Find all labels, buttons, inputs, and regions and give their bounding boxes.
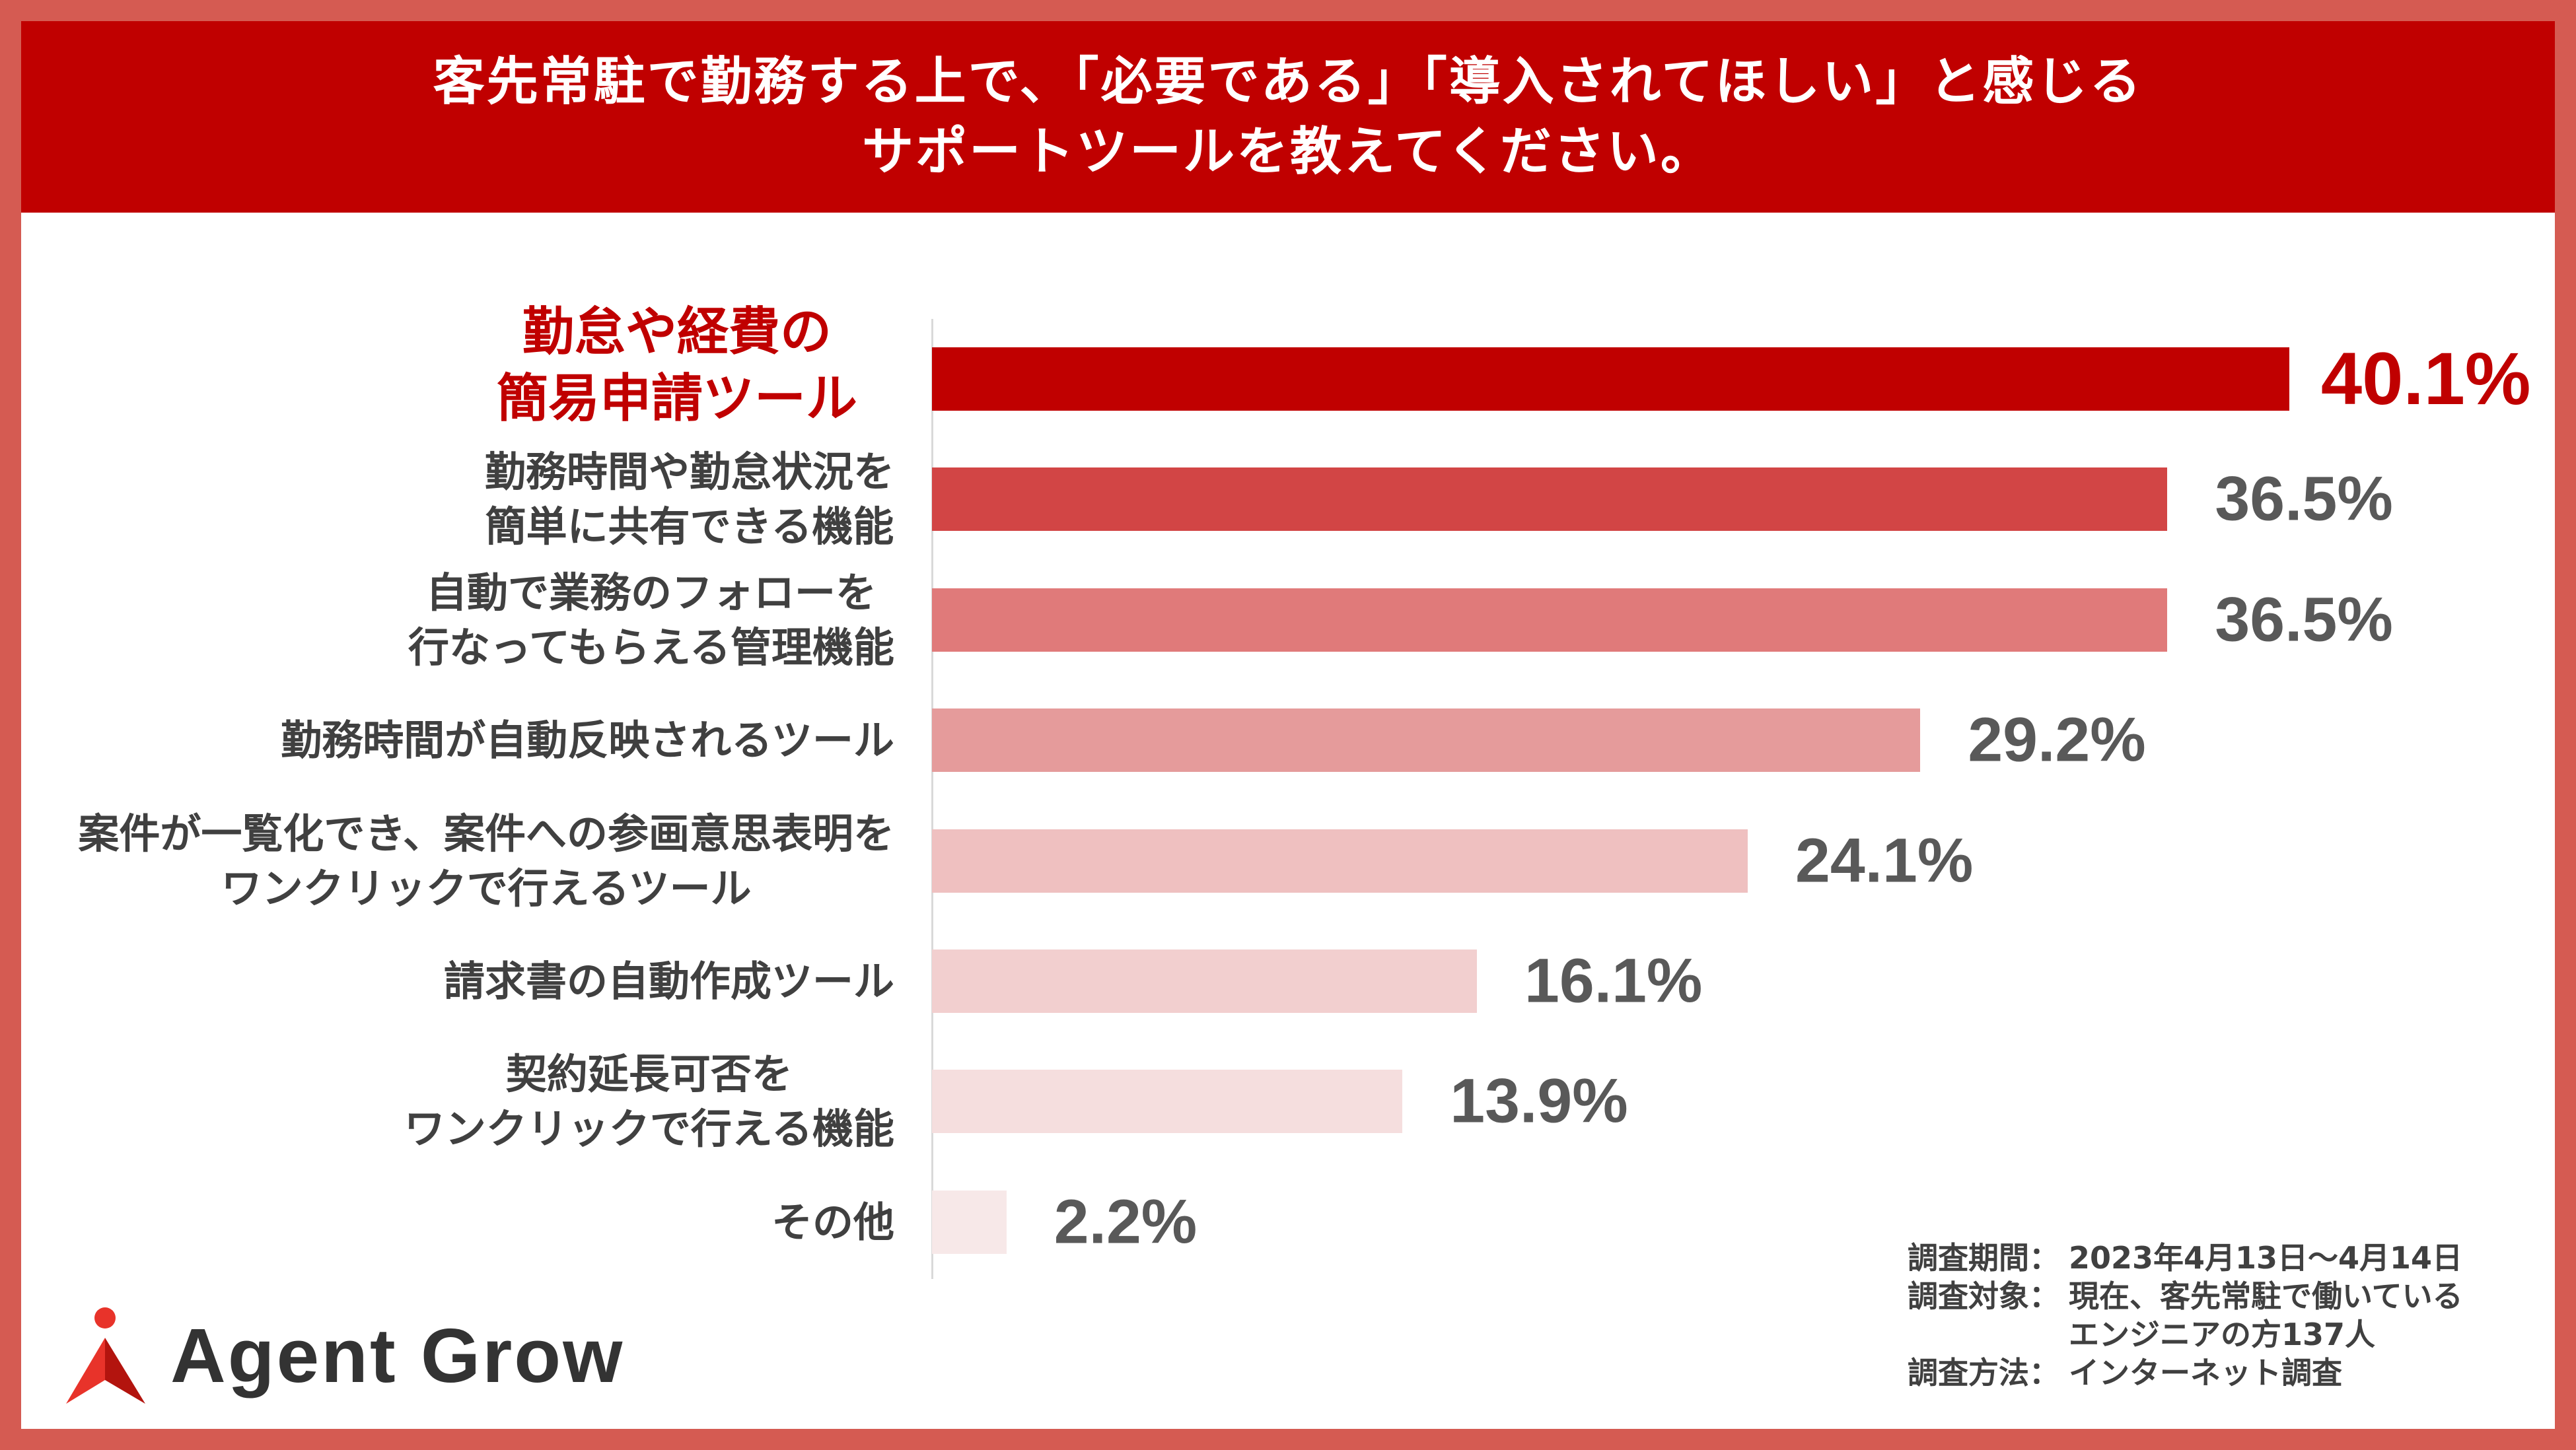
bar-7 <box>932 1070 1403 1134</box>
survey-notes: 調査期間： 2023年4月13日～4月14日 調査対象： 現在、客先常駐で働いて… <box>1908 1239 2463 1392</box>
survey-target-text-line-2: エンジニアの方137人 <box>2069 1317 2376 1352</box>
survey-period-text: 2023年4月13日～4月14日 <box>2069 1240 2463 1276</box>
header-banner: 客先常駐で勤務する上で、「必要である」「導入されてほしい」と感じる サポートツー… <box>21 21 2555 213</box>
bar-4 <box>932 708 1921 773</box>
bar-2 <box>932 467 2168 532</box>
category-label-8: その他 <box>771 1198 894 1247</box>
content-panel: 客先常駐で勤務する上で、「必要である」「導入されてほしい」と感じる サポートツー… <box>21 21 2555 1429</box>
value-label-8: 2.2% <box>1054 1187 1198 1257</box>
survey-period-value: 2023年4月13日～4月14日 <box>2069 1239 2463 1277</box>
title-line-2: サポートツールを教えてください。 <box>862 122 1714 182</box>
value-label-4: 29.2% <box>1968 705 2146 775</box>
category-label-7: 契約延長可否を ワンクリックで行える機能 <box>404 1050 894 1154</box>
bar-6 <box>932 949 1478 1013</box>
value-label-2: 36.5% <box>2215 464 2393 534</box>
category-label-6: 請求書の自動作成ツール <box>443 957 894 1006</box>
agent-grow-logo-icon <box>66 1307 145 1404</box>
survey-target-value: 現在、客先常駐で働いている エンジニアの方137人 <box>2069 1277 2463 1354</box>
survey-target-text-line-1: 現在、客先常駐で働いている <box>2069 1278 2463 1314</box>
survey-method-text: インターネット調査 <box>2069 1355 2342 1391</box>
survey-method-value: インターネット調査 <box>2069 1354 2463 1392</box>
value-label-3: 36.5% <box>2215 584 2393 655</box>
bar-3 <box>932 588 2168 652</box>
bar-1 <box>932 347 2289 411</box>
value-label-6: 16.1% <box>1524 946 1703 1016</box>
survey-method-label: 調査方法： <box>1908 1355 2059 1391</box>
category-label-2: 勤務時間や勤怠状況を 簡単に共有できる機能 <box>484 448 894 551</box>
category-label-5: 案件が一覧化でき、案件への参画意思表明を ワンクリックで行えるツール <box>78 809 894 913</box>
value-label-5: 24.1% <box>1795 825 1974 896</box>
survey-target-label: 調査対象： <box>1908 1278 2059 1314</box>
title-line-1: 客先常駐で勤務する上で、「必要である」「導入されてほしい」と感じる <box>433 52 2143 112</box>
bar-8 <box>932 1190 1007 1254</box>
category-axis-line <box>931 319 933 1279</box>
value-label-1: 40.1% <box>2320 337 2531 420</box>
category-label-1: 勤怠や経費の 簡易申請ツール <box>496 302 857 429</box>
category-label-3: 自動で業務のフォローを 行なってもらえる管理機能 <box>408 568 894 672</box>
category-label-4: 勤務時間が自動反映されるツール <box>281 716 894 765</box>
survey-period-label: 調査期間： <box>1908 1240 2059 1276</box>
value-label-7: 13.9% <box>1450 1066 1628 1136</box>
brand-name: Agent Grow <box>170 1313 625 1398</box>
bar-5 <box>932 829 1748 893</box>
